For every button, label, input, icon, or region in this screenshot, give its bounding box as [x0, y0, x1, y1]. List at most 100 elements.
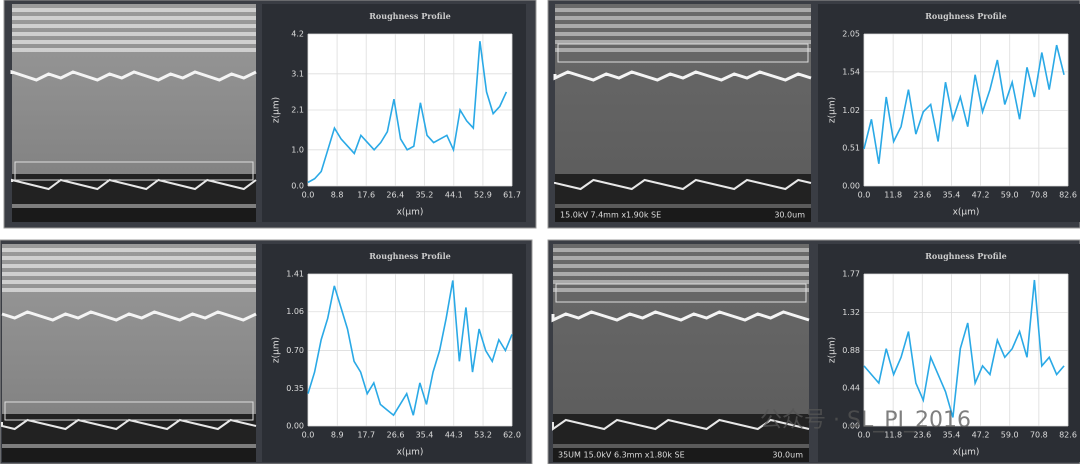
profile-line: [307, 41, 508, 184]
sem-footer: [2, 448, 256, 462]
chart-title: Roughness Profile: [369, 251, 450, 261]
x-tick-label: 47.2: [972, 191, 990, 200]
x-tick-label: 82.6: [1059, 431, 1077, 440]
sem-layer: [2, 272, 256, 276]
watermark: 公众号 · SL_PI_2016: [760, 408, 971, 433]
x-tick-label: 0.0: [858, 431, 871, 440]
y-axis-label: z(μm): [272, 97, 282, 123]
profile-line: [307, 280, 513, 417]
y-tick-label: 0.00: [842, 422, 860, 431]
y-tick-label: 0.00: [286, 422, 304, 431]
sem-layer: [555, 16, 811, 20]
y-tick-label: 0.70: [286, 346, 304, 355]
sem-footer: [555, 208, 811, 222]
sem-scale: 30.0um: [774, 211, 805, 220]
y-axis-label: z(μm): [272, 337, 282, 363]
profile-line: [863, 279, 1065, 418]
y-axis-label: z(μm): [828, 97, 838, 123]
sem-layer: [553, 288, 809, 292]
sem-layer: [553, 256, 809, 260]
sem-caption: 35UM 15.0kV 6.3mm x1.80k SE: [558, 451, 685, 460]
y-tick-label: 0.35: [286, 384, 304, 393]
x-tick-label: 0.0: [302, 191, 315, 200]
selection-box: [14, 161, 254, 181]
sem-interface: [1, 310, 257, 322]
sem-layer: [12, 40, 256, 44]
x-tick-label: 0.0: [858, 191, 871, 200]
sem-layer: [2, 248, 256, 252]
x-tick-label: 8.8: [331, 191, 344, 200]
sem-layer: [12, 32, 256, 36]
sem-interface: [554, 178, 812, 191]
x-tick-label: 61.7: [503, 191, 521, 200]
chart-title: Roughness Profile: [925, 251, 1006, 261]
x-axis-label: x(μm): [397, 448, 424, 458]
sem-layer: [2, 288, 256, 292]
sem-interface: [10, 69, 257, 82]
x-tick-label: 44.3: [445, 431, 463, 440]
x-tick-label: 35.4: [416, 431, 434, 440]
y-tick-label: 2.05: [842, 30, 860, 39]
x-axis-label: x(μm): [953, 208, 980, 218]
x-axis-label: x(μm): [397, 208, 424, 218]
sem-layer: [555, 24, 811, 28]
sem-layer: [12, 48, 256, 52]
x-tick-label: 35.4: [943, 191, 961, 200]
x-tick-label: 26.6: [387, 431, 405, 440]
y-tick-label: 1.77: [842, 270, 860, 279]
x-tick-label: 8.9: [331, 431, 344, 440]
chart-title: Roughness Profile: [369, 11, 450, 21]
sem-bottom: [553, 414, 809, 444]
x-tick-label: 35.2: [415, 191, 433, 200]
x-tick-label: 26.4: [386, 191, 404, 200]
x-tick-label: 82.6: [1059, 191, 1077, 200]
x-tick-label: 59.0: [1001, 191, 1019, 200]
y-axis-label: z(μm): [828, 337, 838, 363]
x-axis-label: x(μm): [953, 448, 980, 458]
x-tick-label: 17.7: [357, 431, 375, 440]
sem-bottom: [12, 174, 256, 204]
x-tick-label: 44.1: [445, 191, 463, 200]
sem-layer: [553, 272, 809, 276]
y-tick-label: 0.88: [842, 346, 860, 355]
sem-layer: [12, 16, 256, 20]
y-tick-label: 1.06: [286, 307, 304, 316]
sem-interface: [552, 418, 810, 431]
selection-box: [557, 43, 809, 63]
x-tick-label: 70.8: [1030, 191, 1048, 200]
y-tick-label: 1.54: [842, 67, 860, 76]
x-tick-label: 47.2: [972, 431, 990, 440]
sem-footer: [553, 448, 809, 462]
y-tick-label: 1.0: [291, 145, 304, 154]
sem-interface: [11, 178, 257, 191]
profile-line: [863, 44, 1065, 164]
plot-area: [864, 274, 1068, 426]
x-tick-label: 70.8: [1030, 431, 1048, 440]
sem-layer: [12, 24, 256, 28]
sem-layer: [553, 248, 809, 252]
sem-layer: [2, 264, 256, 268]
x-tick-label: 59.0: [1001, 431, 1019, 440]
sem-scale: 30.0um: [772, 451, 803, 460]
x-tick-label: 62.0: [503, 431, 521, 440]
y-tick-label: 0.00: [842, 182, 860, 191]
sem-interface: [553, 70, 812, 82]
y-tick-label: 4.2: [291, 30, 304, 39]
sem-layer: [555, 32, 811, 36]
y-tick-label: 0.44: [842, 384, 860, 393]
sem-layer: [553, 280, 809, 284]
x-tick-label: 11.8: [884, 191, 902, 200]
sem-footer: [12, 208, 256, 222]
sem-interface: [1, 418, 257, 431]
sem-layer: [555, 8, 811, 12]
x-tick-label: 35.4: [943, 431, 961, 440]
sem-layer: [555, 40, 811, 44]
y-tick-label: 2.1: [291, 106, 304, 115]
x-tick-label: 23.6: [913, 431, 931, 440]
sem-layer: [553, 264, 809, 268]
x-tick-label: 17.6: [357, 191, 375, 200]
selection-box: [4, 401, 254, 421]
sem-layer: [12, 8, 256, 12]
y-tick-label: 0.51: [842, 144, 860, 153]
